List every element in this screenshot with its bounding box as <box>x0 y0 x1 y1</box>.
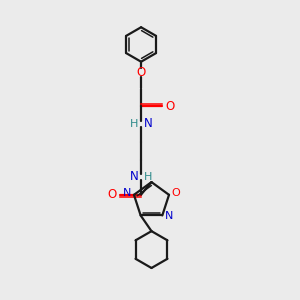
Text: N: N <box>143 117 152 130</box>
Text: N: N <box>123 188 132 198</box>
Text: H: H <box>144 172 152 182</box>
Text: N: N <box>130 170 139 183</box>
Text: O: O <box>108 188 117 201</box>
Text: N: N <box>165 211 173 221</box>
Text: O: O <box>136 66 146 79</box>
Text: H: H <box>130 119 139 129</box>
Text: O: O <box>165 100 175 112</box>
Text: O: O <box>171 188 180 198</box>
